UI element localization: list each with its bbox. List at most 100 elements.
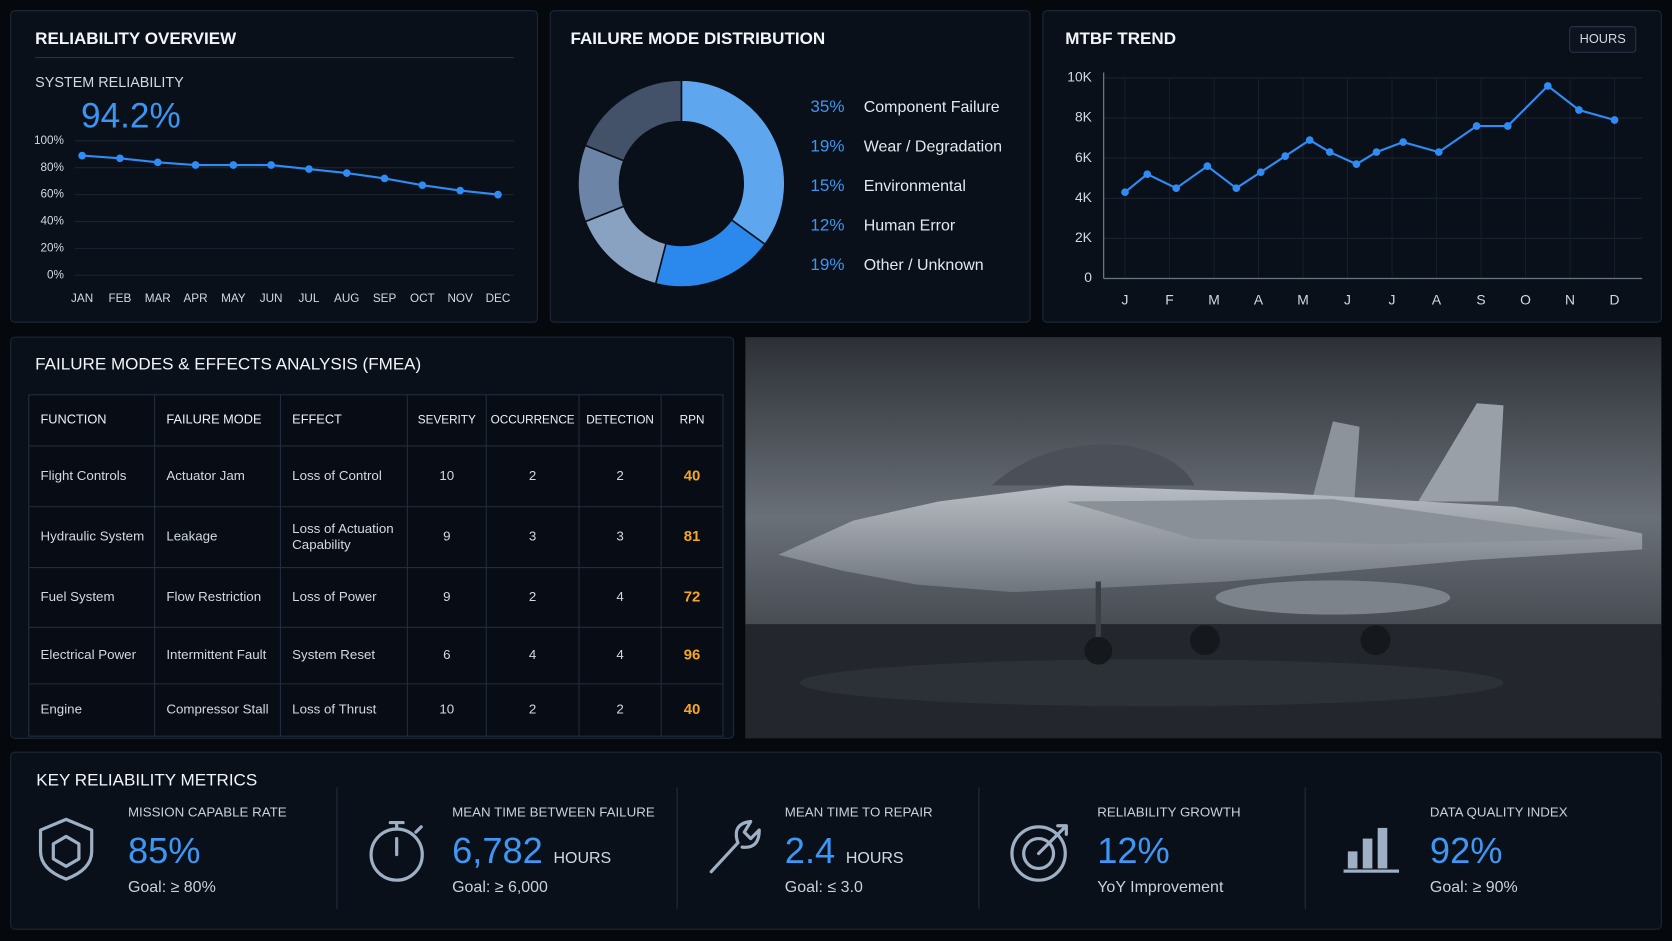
data-point	[116, 154, 124, 163]
stopwatch-icon	[388, 820, 423, 857]
data-point	[229, 161, 238, 169]
icon-base	[1343, 869, 1400, 873]
metric-value: 2.4	[785, 830, 835, 871]
data-point	[1372, 148, 1381, 156]
x-tick-label: O	[1520, 292, 1531, 308]
table-cell: 9	[443, 589, 450, 604]
panel-title: RELIABILITY OVERVIEW	[35, 29, 237, 48]
table-cell: Electrical Power	[41, 647, 137, 662]
subtitle: SYSTEM RELIABILITY	[35, 75, 184, 91]
shield-icon	[51, 834, 81, 868]
x-tick-label: NOV	[447, 292, 473, 305]
data-point	[342, 169, 351, 177]
y-tick-label: 80%	[41, 161, 64, 174]
table-cell: Flow Restriction	[166, 589, 261, 604]
x-tick-label: J	[1389, 292, 1396, 308]
table-cell: Engine	[41, 702, 83, 717]
x-tick-label: F	[1165, 292, 1173, 308]
metrics: MISSION CAPABLE RATE 85% Goal: ≥ 80% MEAN T…	[128, 787, 1568, 909]
unit-button-label[interactable]: HOURS	[1580, 31, 1626, 46]
table-cell: Hydraulic System	[41, 529, 145, 544]
data-point	[456, 186, 465, 195]
data-point	[1610, 116, 1619, 124]
table-cell: Loss of Thrust	[292, 702, 376, 717]
y-tick-label: 0%	[47, 268, 64, 281]
unit-button[interactable]	[1569, 26, 1637, 53]
column-header: OCCURRENCE	[491, 413, 575, 426]
table-cell: 2	[529, 589, 536, 604]
table-cell: 4	[616, 647, 624, 662]
data-point	[1256, 168, 1265, 176]
table-cell: 2	[616, 702, 623, 717]
x-tick-label: FEB	[109, 292, 132, 305]
y-tick-label: 8K	[1075, 109, 1093, 125]
x-tick-label: D	[1610, 292, 1620, 308]
data-point	[267, 161, 275, 169]
headline-value: 94.2%	[81, 97, 181, 136]
data-point	[191, 161, 200, 169]
x-tick-label: A	[1432, 292, 1442, 308]
legend-value: 35%	[810, 97, 844, 116]
data-point	[1575, 106, 1583, 114]
data-point	[1172, 184, 1181, 193]
x-tick-label: M	[1297, 292, 1309, 308]
legend-value: 15%	[810, 176, 844, 195]
metric-note: Goal: ≤ 3.0	[785, 879, 863, 896]
legend-label: Environmental	[864, 178, 966, 195]
metric-unit: HOURS	[846, 850, 904, 867]
data-point	[1543, 82, 1552, 90]
x-tick-label: APR	[183, 292, 207, 305]
wrench-icon	[709, 819, 761, 874]
rpn-cell: 72	[684, 588, 701, 605]
data-point	[1352, 160, 1361, 168]
metric-note: Goal: ≥ 6,000	[452, 879, 548, 896]
wheel	[1360, 625, 1391, 656]
table-cell: 3	[529, 529, 536, 544]
data-point	[1434, 148, 1443, 156]
panel-title: MTBF TREND	[1065, 29, 1176, 48]
metric-icons	[38, 817, 1400, 882]
data-point	[380, 174, 389, 183]
x-tick-label: J	[1122, 292, 1129, 308]
panel-title: KEY RELIABILITY METRICS	[36, 770, 257, 789]
data-point	[1325, 148, 1334, 156]
data-point	[78, 151, 86, 160]
data-point	[1399, 138, 1407, 146]
table-cell: Fuel System	[41, 589, 115, 604]
wheel	[1190, 625, 1220, 656]
data-point	[418, 181, 427, 190]
data-point	[305, 165, 313, 173]
cell-line: Loss of Actuation	[292, 521, 397, 536]
x-tick-label: MAY	[221, 292, 246, 305]
panel-title: FAILURE MODE DISTRIBUTION	[570, 29, 825, 48]
metric-label: MISSION CAPABLE RATE	[128, 804, 287, 819]
metric-note: YoY Improvement	[1097, 879, 1224, 896]
x-tick-label: J	[1344, 292, 1351, 308]
table-cell: Actuator Jam	[166, 468, 245, 483]
jet-photo	[745, 337, 1662, 739]
table-cell: 2	[529, 702, 536, 717]
table-cell: 2	[529, 468, 536, 483]
metric-value: 85%	[128, 830, 201, 871]
column-header: FUNCTION	[41, 412, 107, 427]
icon-bar	[1377, 827, 1388, 869]
column-header: RPN	[680, 413, 705, 426]
reflection	[799, 659, 1504, 707]
series-line	[1124, 84, 1615, 194]
shield-icon	[38, 817, 94, 881]
icon-bar	[1362, 838, 1373, 869]
rpn-cell: 81	[684, 528, 701, 545]
table-cell: 3	[616, 529, 623, 544]
bars-icon	[1343, 827, 1400, 873]
target-icon	[1010, 825, 1067, 882]
donut-segment	[584, 79, 683, 162]
column-header: SEVERITY	[418, 413, 476, 426]
table-border	[28, 394, 724, 737]
table-cell: 9	[443, 529, 450, 544]
x-tick-label: N	[1565, 292, 1575, 308]
data-point	[1503, 122, 1512, 130]
table-cell: Intermittent Fault	[166, 647, 266, 662]
table-cell: 2	[616, 468, 623, 483]
